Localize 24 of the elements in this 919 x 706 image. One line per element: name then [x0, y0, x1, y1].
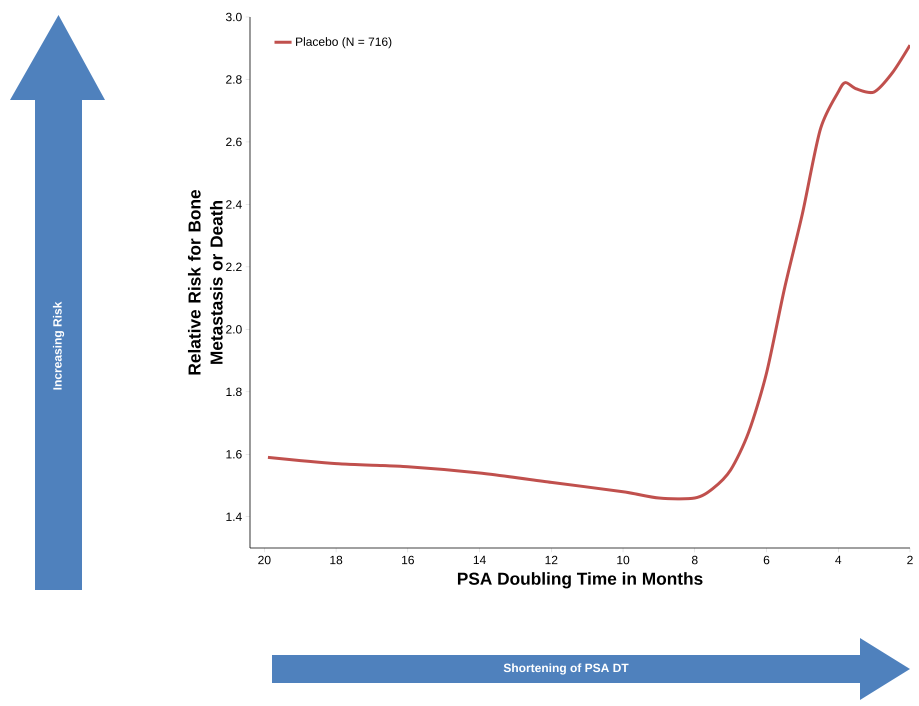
x-tick-label: 8 — [692, 556, 698, 564]
text: Increasing Risk — [52, 302, 64, 390]
y-tick-label: 2.4 — [226, 200, 242, 209]
y-tick-label: 1.6 — [226, 450, 242, 459]
x-axis-title: PSA Doubling Time in Months — [458, 572, 703, 588]
x-tick-label: 20 — [258, 556, 271, 564]
text: Shortening of PSA DT — [504, 663, 629, 675]
y-tick-label: 2.2 — [226, 262, 242, 272]
y-tick-label: 2.0 — [226, 325, 242, 334]
x-tick-label: 6 — [764, 556, 770, 564]
y-tick-label: 1.8 — [226, 388, 242, 396]
y-tick-label: 2.6 — [226, 138, 242, 146]
x-tick-label: 2 — [907, 556, 913, 564]
x-tick-label: 4 — [835, 556, 842, 564]
x-tick-label: 16 — [402, 556, 414, 564]
legend-label: Placebo (N = 716) — [296, 37, 392, 48]
x-tick-label: 12 — [546, 556, 558, 564]
x-tick-label: 18 — [330, 556, 342, 564]
y-tick-label: 2.8 — [226, 75, 242, 84]
x-tick-label: 14 — [474, 556, 486, 564]
y-axis-title: Relative Risk for Bone Metastasis or Death — [188, 190, 223, 374]
y-tick-label: 3.0 — [226, 12, 242, 22]
x-tick-label: 10 — [617, 556, 630, 564]
y-tick-label: 1.4 — [226, 512, 242, 521]
